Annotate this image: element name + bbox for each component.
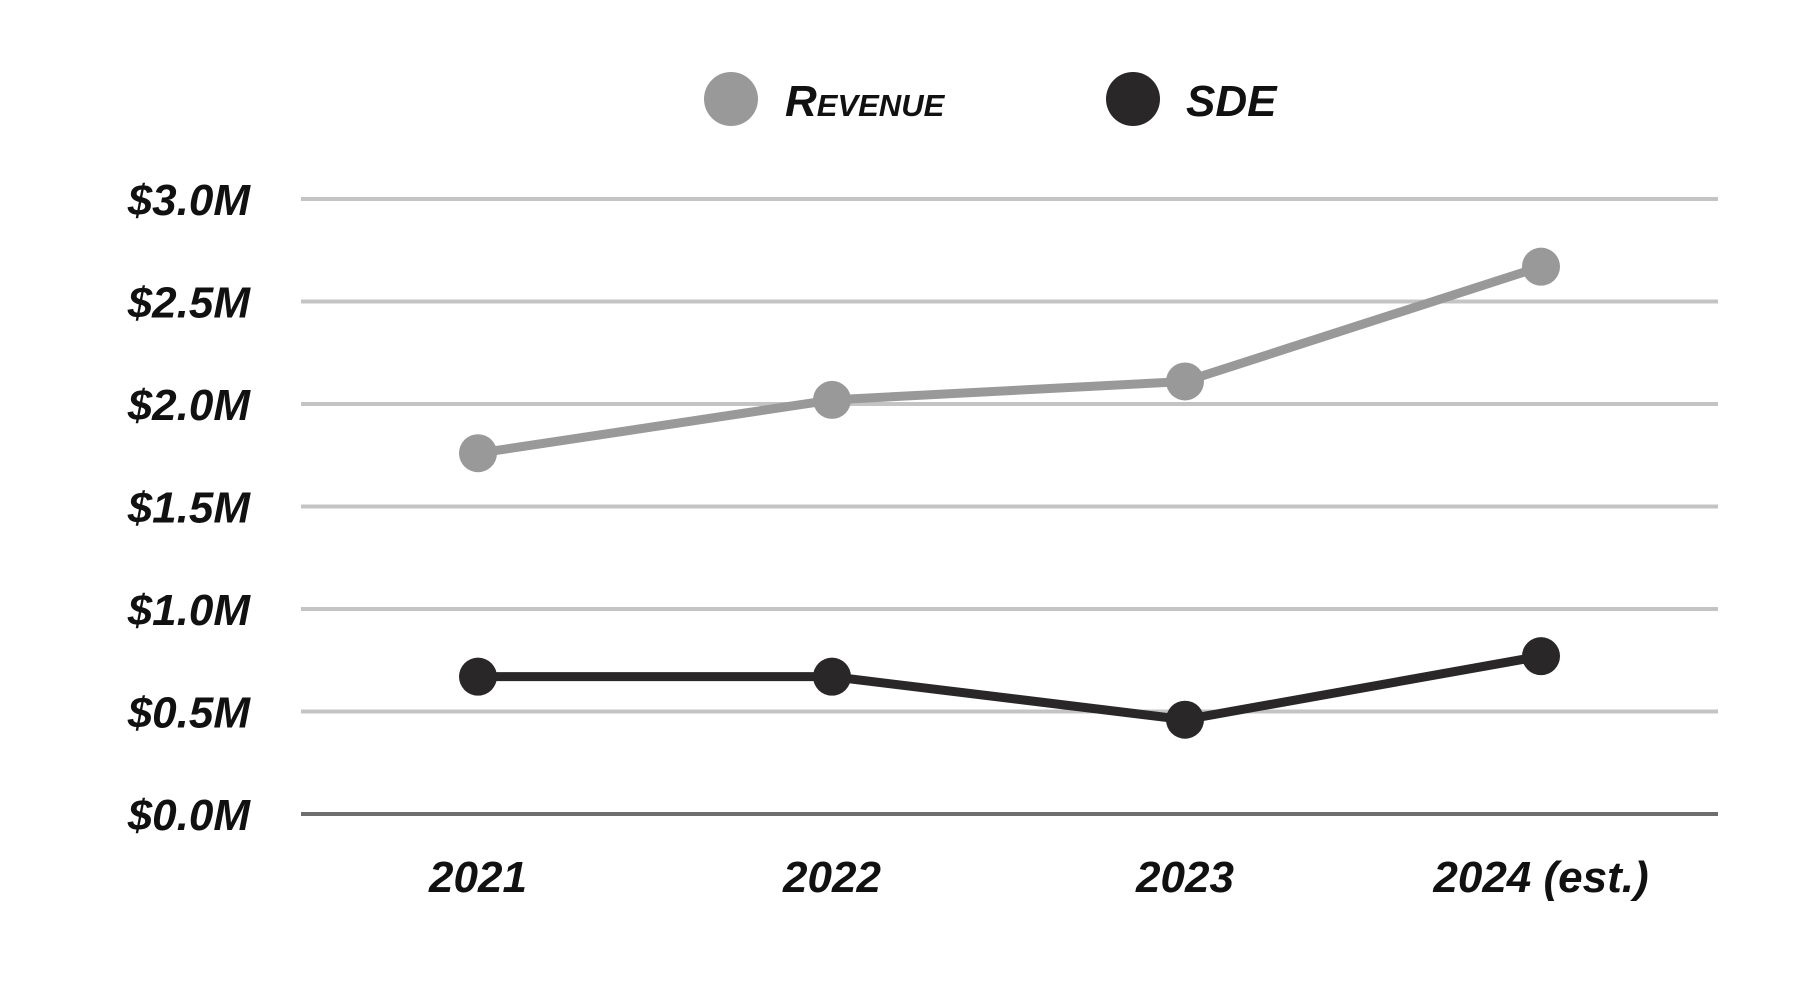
data-point-revenue — [459, 434, 497, 473]
legend-sde-label: SDE — [1186, 77, 1278, 126]
y-tick-label: $2.5M — [127, 279, 252, 328]
series-group — [459, 247, 1560, 739]
data-point-revenue — [1166, 362, 1204, 401]
series-line-sde — [478, 651, 1542, 725]
y-tick-label: $0.0M — [127, 791, 252, 840]
data-point-sde — [813, 657, 851, 696]
x-axis-ticks: 2021 2022 2023 2024 (est.) — [428, 853, 1649, 902]
data-point-revenue — [813, 380, 851, 419]
series-line-revenue — [477, 262, 1543, 458]
y-tick-label: $1.0M — [127, 586, 252, 635]
legend-revenue-label: Revenue — [785, 77, 946, 126]
data-point-sde — [1522, 637, 1560, 676]
legend-revenue-marker — [704, 72, 758, 126]
y-tick-label: $3.0M — [127, 176, 252, 225]
y-tick-label: $0.5M — [127, 689, 252, 738]
y-tick-label: $2.0M — [127, 381, 252, 430]
data-point-sde — [459, 657, 497, 696]
x-tick-label: 2024 (est.) — [1432, 853, 1648, 902]
y-axis-ticks: $0.0M $0.5M $1.0M $1.5M $2.0M $2.5M $3.0M — [127, 176, 252, 840]
legend: Revenue SDE — [704, 72, 1278, 126]
y-tick-label: $1.5M — [127, 484, 252, 533]
data-point-sde — [1166, 700, 1204, 739]
gridlines — [301, 197, 1718, 816]
x-tick-label: 2022 — [782, 853, 881, 902]
legend-sde-marker — [1106, 72, 1160, 126]
x-tick-label: 2021 — [428, 853, 527, 902]
x-tick-label: 2023 — [1135, 853, 1234, 902]
data-point-revenue — [1522, 247, 1560, 286]
